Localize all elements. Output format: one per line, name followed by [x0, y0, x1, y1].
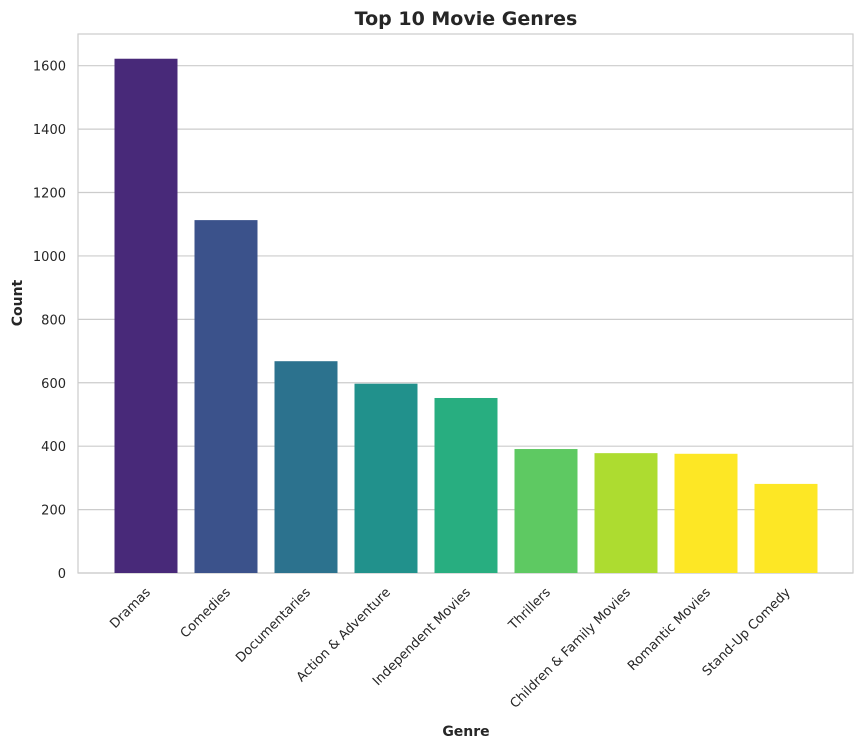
x-tick-label: Documentaries	[233, 585, 314, 666]
x-axis-label: Genre	[442, 724, 489, 740]
chart-title: Top 10 Movie Genres	[355, 8, 578, 30]
y-tick-label: 600	[41, 377, 66, 392]
bar-thrillers	[514, 449, 578, 573]
x-tick-label: Thrillers	[505, 585, 554, 634]
y-tick-label: 1000	[33, 250, 66, 265]
y-tick-label: 0	[58, 567, 66, 582]
y-axis-label: Count	[10, 279, 26, 326]
bar-dramas	[114, 58, 178, 573]
bar-comedies	[194, 220, 258, 573]
x-tick-label: Romantic Movies	[625, 585, 714, 674]
bar-stand-up-comedy	[754, 483, 818, 573]
bar-documentaries	[274, 361, 338, 573]
y-tick-labels: 0 200 400 600 800 1000 1200 1400 1600	[33, 60, 66, 582]
bar-independent-movies	[434, 397, 498, 573]
x-tick-label: Stand-Up Comedy	[700, 585, 794, 679]
y-tick-label: 400	[41, 440, 66, 455]
y-tick-label: 1400	[33, 123, 66, 138]
y-tick-label: 200	[41, 504, 66, 519]
x-tick-label: Comedies	[178, 585, 234, 641]
y-tick-label: 1200	[33, 187, 66, 202]
y-tick-label: 1600	[33, 60, 66, 75]
bar-action-adventure	[354, 383, 418, 573]
x-tick-label: Dramas	[107, 585, 154, 632]
y-tick-label: 800	[41, 313, 66, 328]
bar-children-family-movies	[594, 453, 658, 573]
bars	[114, 58, 818, 573]
bar-romantic-movies	[674, 453, 738, 573]
